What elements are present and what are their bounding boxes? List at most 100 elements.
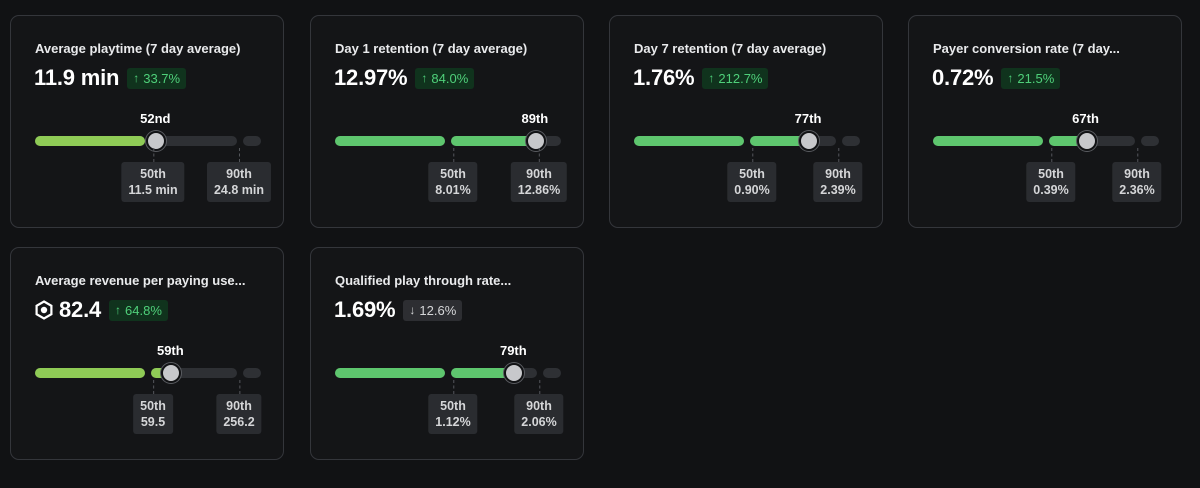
- p50-marker: 50th 0.90%: [727, 148, 777, 202]
- p90-label: 90th: [1124, 167, 1150, 181]
- metric-value: 12.97%: [334, 65, 408, 90]
- track-segment: [543, 136, 561, 146]
- metric-card[interactable]: Average revenue per paying use... 82.4 ↑ 64…: [10, 247, 284, 460]
- arrow-up-icon: ↑: [1007, 71, 1014, 85]
- p50-value: 8.01%: [435, 183, 471, 197]
- percentile-knob[interactable]: [161, 363, 182, 383]
- metric-value-row: 1.76% ↑ 212.7%: [633, 64, 769, 92]
- percentile-label: 89th: [521, 111, 549, 126]
- p50-label: 50th: [739, 167, 765, 181]
- p50-marker: 50th 59.5: [133, 380, 173, 434]
- percentile-label: 67th: [1072, 111, 1099, 126]
- track-segment: [750, 136, 836, 146]
- p50-marker: 50th 0.39%: [1026, 148, 1076, 202]
- delta-text: 212.7%: [718, 70, 763, 86]
- delta-badge: ↓ 12.6%: [403, 299, 463, 321]
- metric-value: 0.72%: [932, 65, 994, 90]
- track-segment: [451, 136, 537, 146]
- percentile-label: 52nd: [140, 111, 171, 126]
- metric-card[interactable]: Average playtime (7 day average) 11.9 min…: [10, 15, 284, 228]
- p50-marker: 50th 8.01%: [428, 148, 478, 202]
- track-segment: [243, 136, 261, 146]
- track-segment: [933, 136, 1043, 146]
- p50-label: 50th: [1038, 167, 1064, 181]
- metric-title: Average revenue per paying use...: [35, 273, 246, 288]
- delta-badge: ↑ 212.7%: [702, 67, 769, 89]
- track-fill: [451, 368, 514, 378]
- arrow-up-icon: ↑: [115, 303, 122, 317]
- track-fill: [750, 136, 809, 146]
- delta-text: 84.0%: [431, 70, 469, 86]
- arrow-up-icon: ↑: [708, 71, 715, 85]
- p50-label: 50th: [440, 167, 466, 181]
- percentile-label: 79th: [499, 343, 527, 358]
- percentile-track: 77th: [634, 111, 860, 151]
- metric-value: 11.9 min: [34, 65, 120, 90]
- track-fill: [933, 136, 1043, 146]
- metric-card[interactable]: Payer conversion rate (7 day... 0.72% ↑ 21.…: [908, 15, 1182, 228]
- track-segment: [1141, 136, 1159, 146]
- track-fill: [634, 136, 744, 146]
- metric-value-row: 11.9 min ↑ 33.7%: [34, 64, 187, 92]
- metric-value: 1.76%: [633, 65, 695, 90]
- p90-marker: 90th 2.36%: [1112, 148, 1162, 202]
- percentile-knob[interactable]: [504, 363, 525, 383]
- metric-value-row: 1.69% ↓ 12.6%: [334, 296, 463, 324]
- metric-value-row: 12.97% ↑ 84.0%: [334, 64, 475, 92]
- arrow-up-icon: ↑: [421, 71, 428, 85]
- percentile-track: 89th: [335, 111, 561, 151]
- percentile-knob[interactable]: [525, 131, 546, 151]
- p90-value: 24.8 min: [213, 183, 265, 197]
- p90-marker: 90th 24.8 min: [206, 148, 272, 202]
- track-fill: [335, 368, 445, 378]
- p90-value: 12.86%: [517, 183, 561, 197]
- percentile-track: 59th: [35, 343, 261, 383]
- metric-value-row: 0.72% ↑ 21.5%: [932, 64, 1061, 92]
- p50-value: 11.5 min: [128, 183, 178, 197]
- p90-label: 90th: [526, 399, 552, 413]
- metric-value-row: 82.4 ↑ 64.8%: [34, 296, 168, 324]
- track-segment: [543, 368, 561, 378]
- metric-card[interactable]: Qualified play through rate... 1.69% ↓ 12.6…: [310, 247, 584, 460]
- percentile-label: 59th: [156, 343, 184, 358]
- metric-title: Qualified play through rate...: [335, 273, 512, 288]
- delta-text: 21.5%: [1017, 70, 1055, 86]
- metric-card[interactable]: Day 1 retention (7 day average) 12.97% ↑ 84…: [310, 15, 584, 228]
- percentile-knob[interactable]: [146, 131, 167, 151]
- delta-badge: ↑ 84.0%: [415, 67, 475, 89]
- p90-label: 90th: [825, 167, 851, 181]
- delta-text: 12.6%: [419, 302, 457, 318]
- track-segment: [634, 136, 744, 146]
- arrow-down-icon: ↓: [409, 303, 416, 317]
- delta-text: 64.8%: [125, 302, 162, 318]
- p50-marker: 50th 1.12%: [428, 380, 478, 434]
- metric-value: 1.69%: [334, 297, 396, 322]
- p90-marker: 90th 256.2: [216, 380, 262, 434]
- metric-card[interactable]: Day 7 retention (7 day average) 1.76% ↑ 212…: [609, 15, 883, 228]
- track-fill: [335, 136, 445, 146]
- metric-title: Day 7 retention (7 day average): [634, 41, 827, 56]
- p90-value: 2.39%: [820, 183, 856, 197]
- track-segment: [842, 136, 860, 146]
- p50-label: 50th: [140, 167, 166, 181]
- percentile-track: 79th: [335, 343, 561, 383]
- p50-label: 50th: [140, 399, 166, 413]
- track-fill: [1049, 136, 1086, 146]
- track-segment: [335, 136, 445, 146]
- track-fill: [35, 368, 145, 378]
- p90-marker: 90th 2.39%: [813, 148, 863, 202]
- p50-marker: 50th 11.5 min: [121, 148, 185, 202]
- p90-marker: 90th 2.06%: [514, 380, 564, 434]
- delta-badge: ↑ 33.7%: [127, 67, 187, 89]
- delta-badge: ↑ 21.5%: [1001, 67, 1061, 89]
- p50-value: 59.5: [140, 415, 166, 429]
- delta-text: 33.7%: [143, 70, 181, 86]
- p50-value: 0.90%: [734, 183, 770, 197]
- percentile-label: 77th: [794, 111, 822, 126]
- arrow-up-icon: ↑: [133, 71, 140, 85]
- track-segment: [451, 368, 537, 378]
- percentile-knob[interactable]: [799, 131, 820, 151]
- percentile-knob[interactable]: [1076, 131, 1097, 151]
- p50-value: 1.12%: [435, 415, 471, 429]
